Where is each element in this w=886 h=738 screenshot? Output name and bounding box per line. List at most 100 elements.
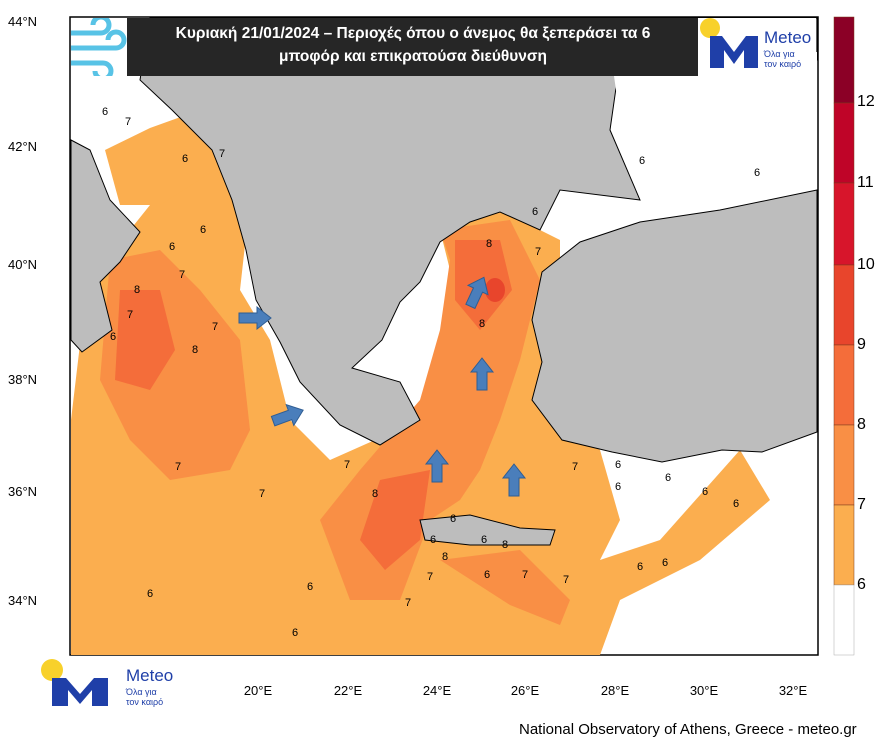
contour-label: 7 xyxy=(259,488,265,500)
colorbar-segment xyxy=(833,424,855,506)
turkey-land xyxy=(531,189,818,463)
beaufort-8-area xyxy=(115,290,175,390)
colorbar-label: 12 xyxy=(857,93,875,110)
wind-direction-arrow-icon xyxy=(469,357,495,391)
balkans-land xyxy=(139,17,818,446)
contour-label: 6 xyxy=(102,106,108,118)
wind-direction-arrow-icon xyxy=(424,449,450,483)
meteo-logo-top: Meteo Όλα για τον καιρό xyxy=(698,18,816,76)
title-line-1: Κυριακή 21/01/2024 – Περιοχές όπου ο άνε… xyxy=(175,25,651,42)
contour-label: 6 xyxy=(147,588,153,600)
contour-label: 6 xyxy=(754,167,760,179)
footer-credit: National Observatory of Athens, Greece -… xyxy=(519,721,857,738)
contour-label: 7 xyxy=(427,571,433,583)
lon-tick: 20°E xyxy=(243,683,273,698)
land-masses xyxy=(70,17,818,546)
colorbar-label: 9 xyxy=(857,336,866,353)
map-title: Κυριακή 21/01/2024 – Περιοχές όπου ο άνε… xyxy=(127,18,699,76)
lat-tick: 40°N xyxy=(8,257,38,272)
wind-arrows xyxy=(238,276,527,497)
lon-tick: 28°E xyxy=(600,683,630,698)
contour-label: 6 xyxy=(637,561,643,573)
beaufort-8-area xyxy=(360,470,430,570)
contour-label: 6 xyxy=(169,241,175,253)
lat-tick: 36°N xyxy=(8,484,38,499)
contour-label: 7 xyxy=(212,321,218,333)
logo-tagline-2: τον καιρό xyxy=(764,59,802,69)
contour-label: 8 xyxy=(486,238,492,250)
logo-tagline-2: τον καιρό xyxy=(126,697,164,707)
contour-label: 6 xyxy=(307,581,313,593)
contour-label: 6 xyxy=(532,206,538,218)
black-sea xyxy=(612,52,817,192)
contour-label: 6 xyxy=(665,472,671,484)
italy-land xyxy=(70,139,141,353)
contour-label: 6 xyxy=(615,459,621,471)
contour-label: 6 xyxy=(639,155,645,167)
lon-tick: 32°E xyxy=(778,683,808,698)
lon-tick: 30°E xyxy=(689,683,719,698)
contour-label: 6 xyxy=(110,331,116,343)
colorbar-segment xyxy=(833,504,855,586)
wind-direction-arrow-icon xyxy=(465,276,489,310)
lat-tick: 42°N xyxy=(8,139,38,154)
beaufort-9-area xyxy=(485,278,505,302)
contour-label: 7 xyxy=(344,459,350,471)
contour-label: 8 xyxy=(502,539,508,551)
contour-label: 6 xyxy=(733,498,739,510)
contour-label: 7 xyxy=(405,597,411,609)
wind-direction-arrow-icon xyxy=(270,403,304,427)
lat-tick: 34°N xyxy=(8,593,38,608)
contour-label: 8 xyxy=(134,284,140,296)
contour-label: 6 xyxy=(484,569,490,581)
contour-label: 7 xyxy=(535,246,541,258)
contour-label: 7 xyxy=(522,569,528,581)
beaufort-7-area xyxy=(440,550,570,625)
contour-label: 6 xyxy=(450,513,456,525)
colorbar-segment xyxy=(833,102,855,184)
contour-label: 6 xyxy=(430,534,436,546)
contour-label: 6 xyxy=(292,627,298,639)
colorbar-segment xyxy=(833,182,855,266)
contour-label: 6 xyxy=(662,557,668,569)
meteo-logo-bottom: Meteo Όλα για τον καιρό xyxy=(38,658,188,708)
contour-label: 7 xyxy=(572,461,578,473)
contour-label: 6 xyxy=(702,486,708,498)
colorbar-segment xyxy=(833,584,855,656)
crete-land xyxy=(419,514,556,546)
lon-tick: 24°E xyxy=(422,683,452,698)
beaufort-6-area xyxy=(71,140,770,655)
contour-label: 7 xyxy=(125,116,131,128)
contour-label: 8 xyxy=(192,344,198,356)
contour-label: 7 xyxy=(127,309,133,321)
lat-tick: 44°N xyxy=(8,14,38,29)
wind-direction-arrow-icon xyxy=(238,305,272,331)
contour-label: 6 xyxy=(182,153,188,165)
colorbar-label: 10 xyxy=(857,256,875,273)
contour-label: 6 xyxy=(481,534,487,546)
wind-direction-arrow-icon xyxy=(501,463,527,497)
colorbar-label: 7 xyxy=(857,496,866,513)
contour-label: 8 xyxy=(479,318,485,330)
colorbar-label: 11 xyxy=(857,174,874,191)
contour-label: 8 xyxy=(372,488,378,500)
wind-icon xyxy=(71,14,127,82)
logo-tagline-1: Όλα για xyxy=(126,687,157,697)
colorbar-segment xyxy=(833,16,855,104)
colorbar-label: 6 xyxy=(857,576,866,593)
contour-label: 7 xyxy=(563,574,569,586)
lat-tick: 38°N xyxy=(8,372,38,387)
contour-label: 6 xyxy=(615,481,621,493)
contour-label: 8 xyxy=(442,551,448,563)
colorbar-segment xyxy=(833,344,855,426)
lon-tick: 22°E xyxy=(333,683,363,698)
logo-name: Meteo xyxy=(126,666,174,685)
colorbar-label: 8 xyxy=(857,416,866,433)
logo-name: Meteo xyxy=(764,28,812,47)
lon-tick: 26°E xyxy=(510,683,540,698)
colorbar-segment xyxy=(833,264,855,346)
contour-label: 6 xyxy=(200,224,206,236)
colorbar xyxy=(833,16,855,656)
